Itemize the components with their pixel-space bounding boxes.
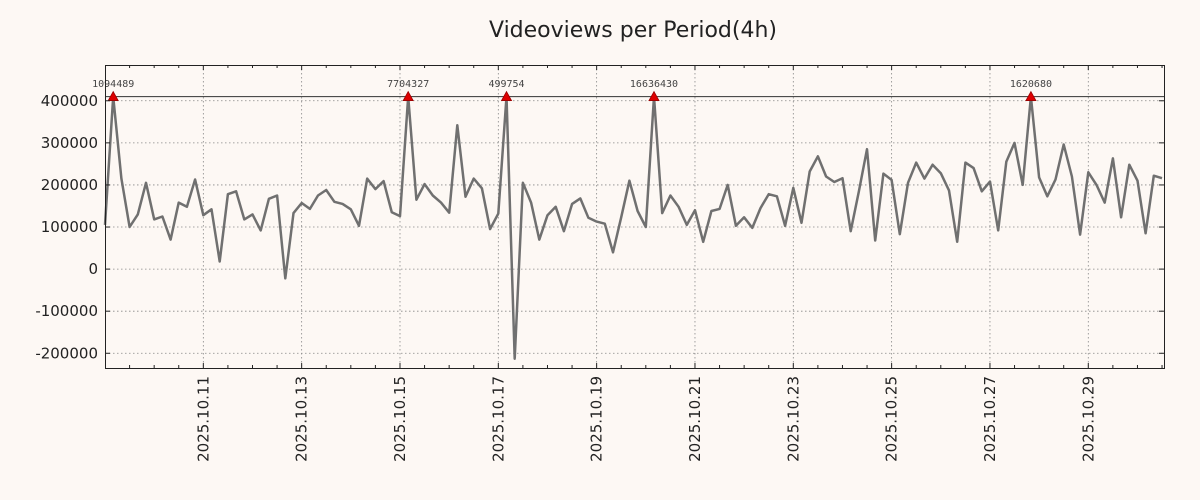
peak-label: 7704327 — [387, 79, 429, 90]
x-tick-label: 2025.10.23 — [784, 376, 802, 462]
y-tick-label: -200000 — [35, 344, 98, 362]
peak-label: 499754 — [488, 79, 524, 90]
y-tick-label: 100000 — [41, 218, 98, 236]
x-tick-label: 2025.10.15 — [391, 376, 409, 462]
x-tick-label: 2025.10.13 — [293, 376, 311, 462]
x-tick-label: 2025.10.21 — [686, 376, 704, 462]
peak-marker — [500, 90, 513, 101]
y-axis: -200000 -100000 0 100000 200000 300000 400000 — [35, 92, 1164, 362]
x-tick-label: 2025.10.29 — [1079, 376, 1097, 462]
chart-title: Videoviews per Period(4h) — [489, 18, 777, 43]
y-tick-label: 0 — [88, 260, 98, 278]
x-tick-label: 2025.10.17 — [489, 376, 507, 462]
peak-marker — [1025, 90, 1037, 101]
peak-marker — [107, 90, 119, 101]
plot-frame — [105, 65, 1165, 369]
x-tick-label: 2025.10.25 — [883, 376, 901, 462]
grid — [105, 65, 1164, 368]
y-tick-label: 400000 — [41, 92, 98, 110]
peak-marker — [402, 90, 414, 101]
peak-markers: 1094489 7704327 499754 16636430 1620680 — [92, 79, 1052, 101]
y-tick-label: 300000 — [41, 134, 98, 152]
x-tick-label: 2025.10.11 — [194, 376, 212, 462]
y-tick-label: -100000 — [35, 302, 98, 320]
peak-label: 1094489 — [92, 79, 134, 90]
y-tick-label: 200000 — [41, 176, 98, 194]
peak-label: 1620680 — [1010, 79, 1052, 90]
x-tick-label: 2025.10.27 — [981, 376, 999, 462]
peak-label: 16636430 — [630, 79, 678, 90]
x-axis: 2025.10.11 2025.10.13 2025.10.15 2025.10.17… — [129, 65, 1163, 462]
series-line — [103, 95, 1163, 360]
x-tick-label: 2025.10.19 — [588, 376, 606, 462]
peak-marker — [648, 90, 660, 101]
